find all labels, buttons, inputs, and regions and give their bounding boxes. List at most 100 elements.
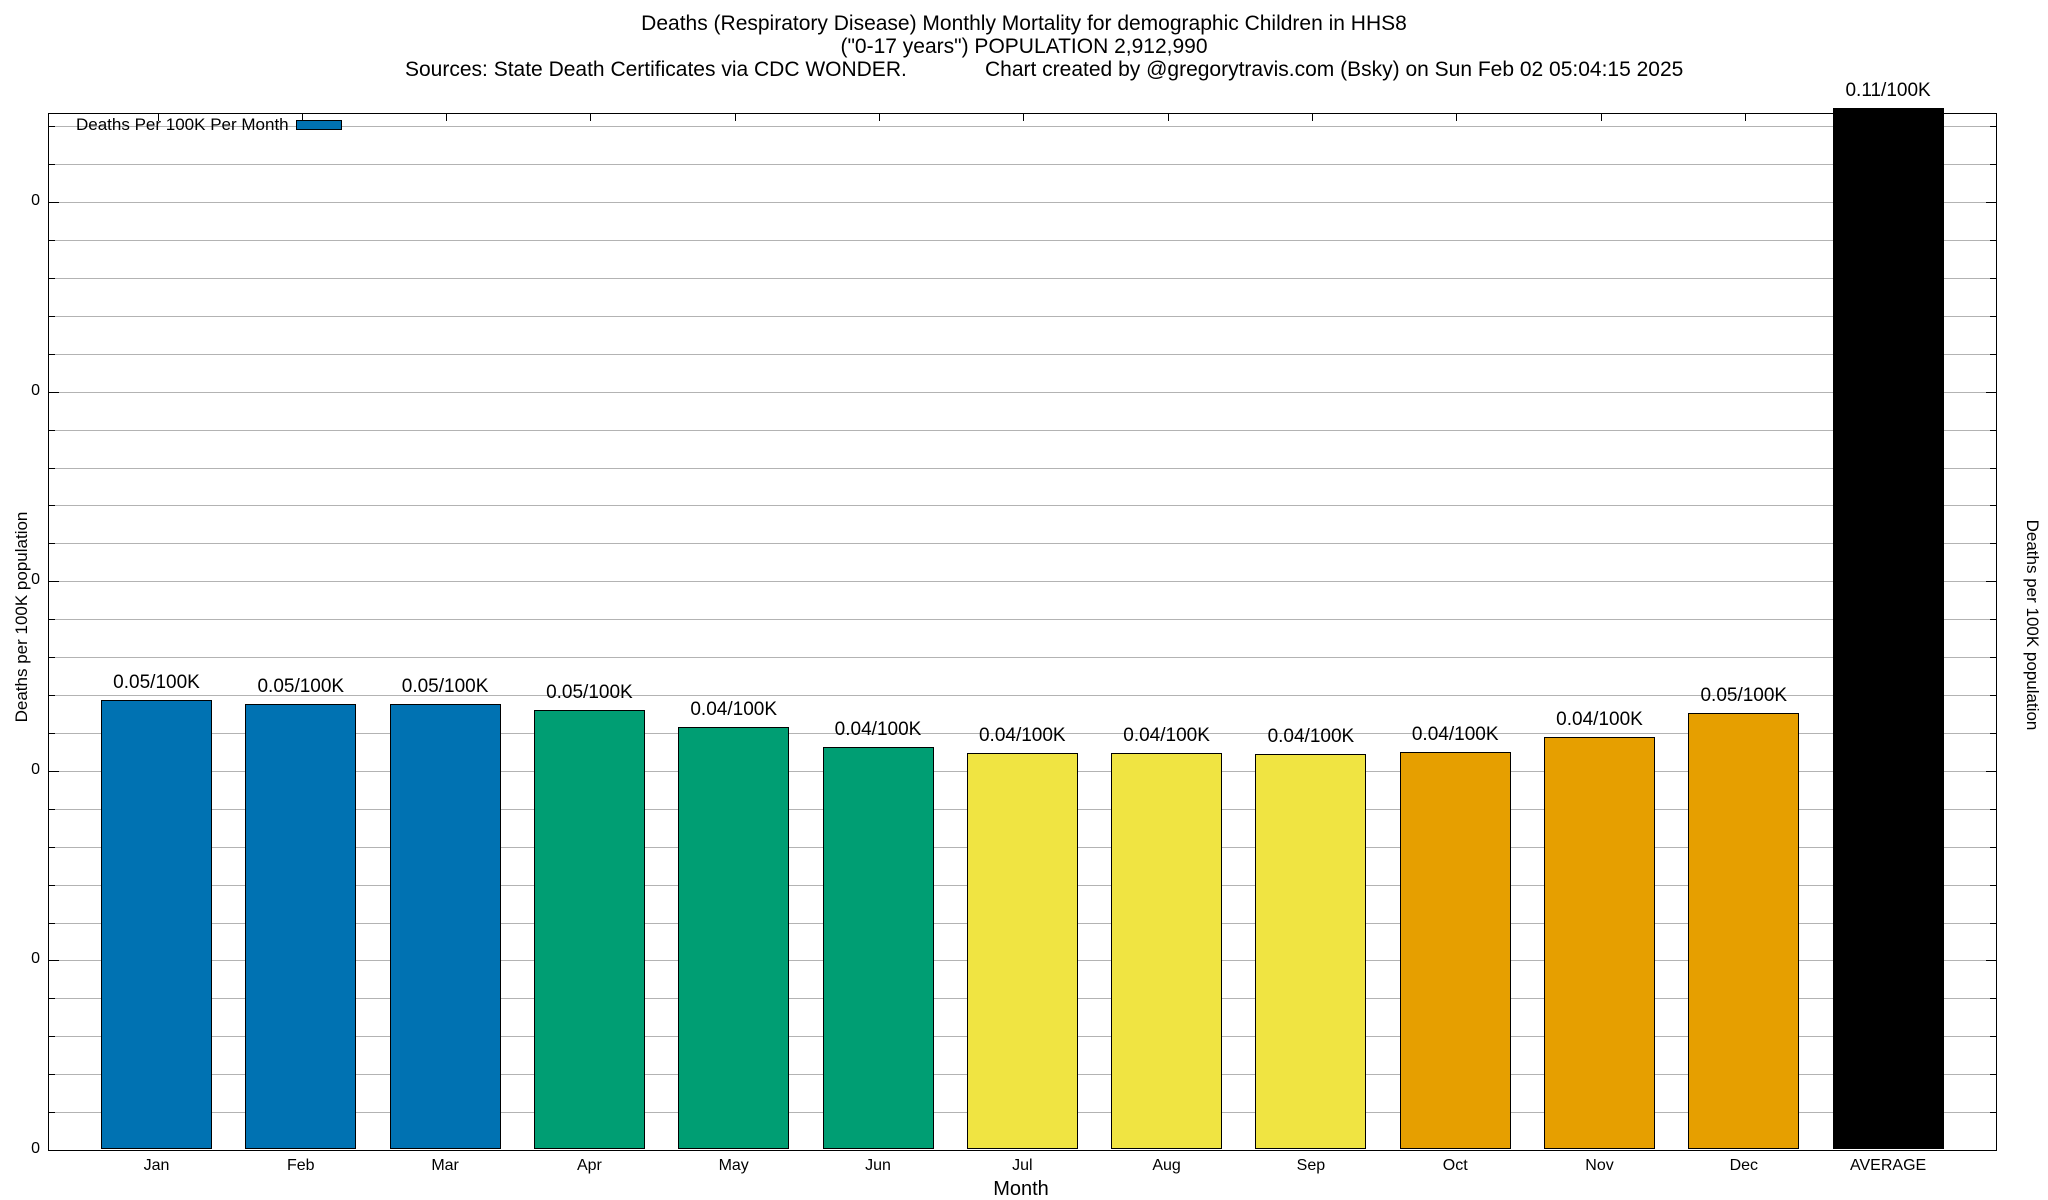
y-tick <box>49 429 55 431</box>
gridline <box>49 315 1996 317</box>
y-tick <box>49 353 55 355</box>
x-tick-label-feb: Feb <box>287 1157 315 1174</box>
gridline <box>49 353 1996 355</box>
y-tick-label: 0 <box>31 192 40 210</box>
y-tick <box>1990 619 1996 621</box>
legend: Deaths Per 100K Per Month <box>76 116 342 134</box>
gridline <box>49 467 1996 469</box>
y-tick <box>1990 543 1996 545</box>
y-axis-title-right: Deaths per 100K population <box>2023 519 2042 731</box>
y-tick <box>49 391 59 393</box>
x-tick-label-jul: Jul <box>1012 1157 1033 1174</box>
y-tick <box>1990 315 1996 317</box>
y-tick <box>1990 277 1996 279</box>
y-tick <box>49 164 55 166</box>
x-axis-title: Month <box>993 1178 1049 1200</box>
y-tick <box>1990 884 1996 886</box>
gridline <box>49 695 1996 697</box>
y-tick <box>1990 846 1996 848</box>
x-tick-label-sep: Sep <box>1296 1157 1326 1174</box>
y-tick <box>49 467 55 469</box>
bar-feb <box>245 703 357 1149</box>
bar-value-label: 0.05/100K <box>401 675 489 697</box>
y-tick-label: 0 <box>31 571 40 589</box>
gridline <box>49 505 1996 507</box>
x-tick-top <box>1023 114 1025 121</box>
y-axis-title-left: Deaths per 100K population <box>12 511 31 723</box>
y-tick <box>49 922 55 924</box>
gridline <box>49 619 1996 621</box>
x-tick-label-aug: Aug <box>1152 1157 1181 1174</box>
bar-value-label: 0.05/100K <box>257 675 345 697</box>
chart-title: Deaths (Respiratory Disease) Monthly Mor… <box>641 12 1407 35</box>
x-tick-label-apr: Apr <box>576 1157 602 1174</box>
gridline <box>49 202 1996 204</box>
x-tick-top <box>1744 114 1746 121</box>
y-tick <box>1990 240 1996 242</box>
y-tick <box>49 998 55 1000</box>
gridline <box>49 543 1996 545</box>
bar-oct <box>1399 751 1511 1149</box>
y-tick <box>1990 126 1996 128</box>
y-tick <box>49 240 55 242</box>
bar-value-label: 0.04/100K <box>1267 725 1355 747</box>
sources-note: Sources: State Death Certificates via CD… <box>405 58 907 81</box>
gridline <box>49 581 1996 583</box>
x-tick-top <box>1167 114 1169 121</box>
y-tick <box>1986 202 1996 204</box>
x-tick-top <box>590 114 592 121</box>
x-tick-top <box>301 114 303 121</box>
bar-value-label: 0.05/100K <box>546 682 633 704</box>
y-tick <box>1990 1036 1996 1038</box>
gridline <box>49 657 1996 659</box>
y-tick <box>49 277 55 279</box>
bar-value-label: 0.04/100K <box>978 724 1066 746</box>
y-tick <box>49 846 55 848</box>
bar-dec <box>1688 712 1800 1149</box>
x-tick-label-jan: Jan <box>143 1157 170 1174</box>
bar-value-label: 0.04/100K <box>1556 708 1643 730</box>
x-tick-label-average: AVERAGE <box>1850 1157 1927 1174</box>
bar-apr <box>533 710 645 1149</box>
bar-aug <box>1111 752 1223 1149</box>
y-tick <box>49 543 55 545</box>
gridline <box>49 240 1996 242</box>
y-tick <box>1990 429 1996 431</box>
y-tick <box>49 770 59 772</box>
bar-value-label: 0.05/100K <box>113 671 200 693</box>
y-tick <box>1990 1074 1996 1076</box>
bar-jan <box>101 699 212 1149</box>
legend-label: Deaths Per 100K Per Month <box>76 115 289 134</box>
x-tick-label-dec: Dec <box>1729 1157 1759 1174</box>
y-tick <box>49 695 55 697</box>
y-tick <box>1990 732 1996 734</box>
y-tick <box>49 657 55 659</box>
x-tick-label-jun: Jun <box>865 1157 891 1174</box>
y-tick <box>1986 770 1996 772</box>
y-tick <box>49 808 55 810</box>
x-tick-label-oct: Oct <box>1442 1157 1468 1174</box>
y-tick <box>1990 164 1996 166</box>
y-tick <box>1986 391 1996 393</box>
bar-average <box>1832 108 1944 1149</box>
y-tick <box>49 581 59 583</box>
legend-swatch <box>295 120 342 130</box>
x-tick-top <box>1456 114 1458 121</box>
bar-value-label: 0.04/100K <box>690 699 778 721</box>
x-tick-top <box>1311 114 1313 121</box>
y-tick <box>49 202 59 204</box>
bar-sep <box>1255 753 1367 1149</box>
y-tick-label: 0 <box>31 760 40 778</box>
y-tick <box>1990 505 1996 507</box>
gridline <box>49 164 1996 166</box>
y-tick <box>49 884 55 886</box>
x-tick-label-may: May <box>718 1157 749 1174</box>
y-tick <box>49 126 55 128</box>
gridline <box>49 391 1996 393</box>
x-tick-top <box>446 114 448 121</box>
bar-value-label: 0.04/100K <box>1123 724 1210 746</box>
y-tick <box>1990 1112 1996 1114</box>
gridline <box>49 126 1996 128</box>
y-tick <box>1990 808 1996 810</box>
